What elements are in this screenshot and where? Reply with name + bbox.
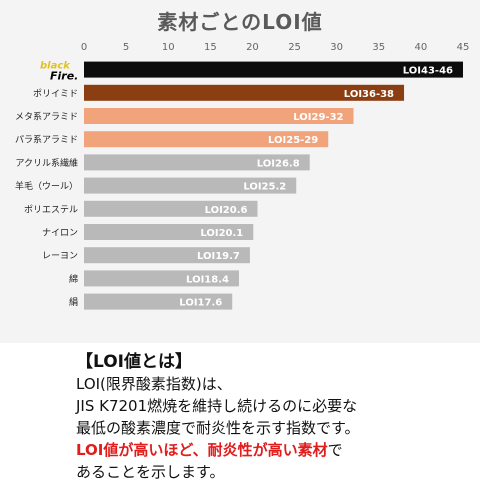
bar: [84, 61, 463, 78]
x-tick-label: 30: [330, 42, 343, 53]
data-label: LOI25-29: [268, 135, 318, 146]
explanation-heading: 【LOI値とは】: [76, 352, 193, 372]
category-label: ポリエステル: [24, 204, 78, 215]
explanation-box: 【LOI値とは】 LOI(限界酸素指数)は、 JIS K7201燃焼を維持し続け…: [0, 343, 480, 481]
chart-title: 素材ごとのLOI値: [157, 10, 323, 34]
x-tick-label: 45: [457, 42, 470, 53]
explanation-line-4: LOI値が高いほど、耐炎性が高い素材で: [76, 439, 343, 460]
x-tick-label: 10: [162, 42, 175, 53]
category-label: ポリイミド: [33, 88, 78, 99]
bar: [84, 224, 254, 240]
category-label: 絹: [69, 296, 78, 308]
data-label: LOI20.1: [200, 228, 243, 239]
bar: [84, 247, 250, 264]
data-label: LOI18.4: [186, 274, 229, 285]
data-label: LOI25.2: [243, 182, 286, 193]
category-label: パラ系アラミド: [15, 135, 78, 146]
brand-logo-fire-text: Fire.: [50, 70, 78, 83]
data-label: LOI29-32: [293, 112, 343, 123]
brand-logo-black-text: black: [40, 61, 71, 72]
data-label: LOI26.8: [257, 158, 300, 169]
bar: [84, 84, 405, 101]
category-label: レーヨン: [42, 252, 78, 262]
explanation-line-3: 最低の酸素濃度で耐炎性を示す指数です。: [76, 419, 360, 437]
data-label: LOI43-46: [403, 66, 453, 77]
data-label: LOI17.6: [179, 298, 222, 309]
category-label: 羊毛（ウール）: [15, 180, 78, 192]
explanation-line-1: LOI(限界酸素指数)は、: [76, 375, 232, 393]
category-label: 綿: [69, 273, 78, 285]
bar: [84, 200, 258, 217]
x-tick-label: 15: [204, 42, 217, 53]
chart-panel: 0 5 10 15 20 25 30 35 40 45 black Fire. LOI43-46 ポリイミ…: [0, 0, 480, 343]
bar: [84, 108, 354, 124]
category-label: アクリル系繊維: [15, 157, 78, 169]
highlight-suffix: で: [327, 441, 343, 459]
x-tick-label: 5: [123, 42, 129, 53]
data-label: LOI19.7: [197, 251, 240, 262]
x-tick-label: 20: [246, 42, 259, 53]
x-tick-label: 35: [372, 42, 385, 53]
x-tick-label: 40: [415, 42, 428, 53]
x-tick-label: 0: [81, 42, 87, 53]
bar: [84, 131, 329, 148]
bar: [84, 270, 239, 287]
explanation-line-5: あることを示します。: [76, 463, 225, 481]
bar: [84, 293, 233, 310]
explanation-line-2: JIS K7201燃焼を維持し続けるのに必要な: [76, 397, 358, 415]
category-label: ナイロン: [42, 228, 78, 239]
bar: [84, 154, 310, 171]
category-label: メタ系アラミド: [15, 112, 78, 123]
data-label: LOI36-38: [344, 89, 394, 100]
bar: [84, 177, 297, 194]
data-label: LOI20.6: [205, 205, 248, 216]
x-tick-label: 25: [288, 42, 301, 53]
highlight-text: LOI値が高いほど、耐炎性が高い素材: [76, 441, 328, 459]
